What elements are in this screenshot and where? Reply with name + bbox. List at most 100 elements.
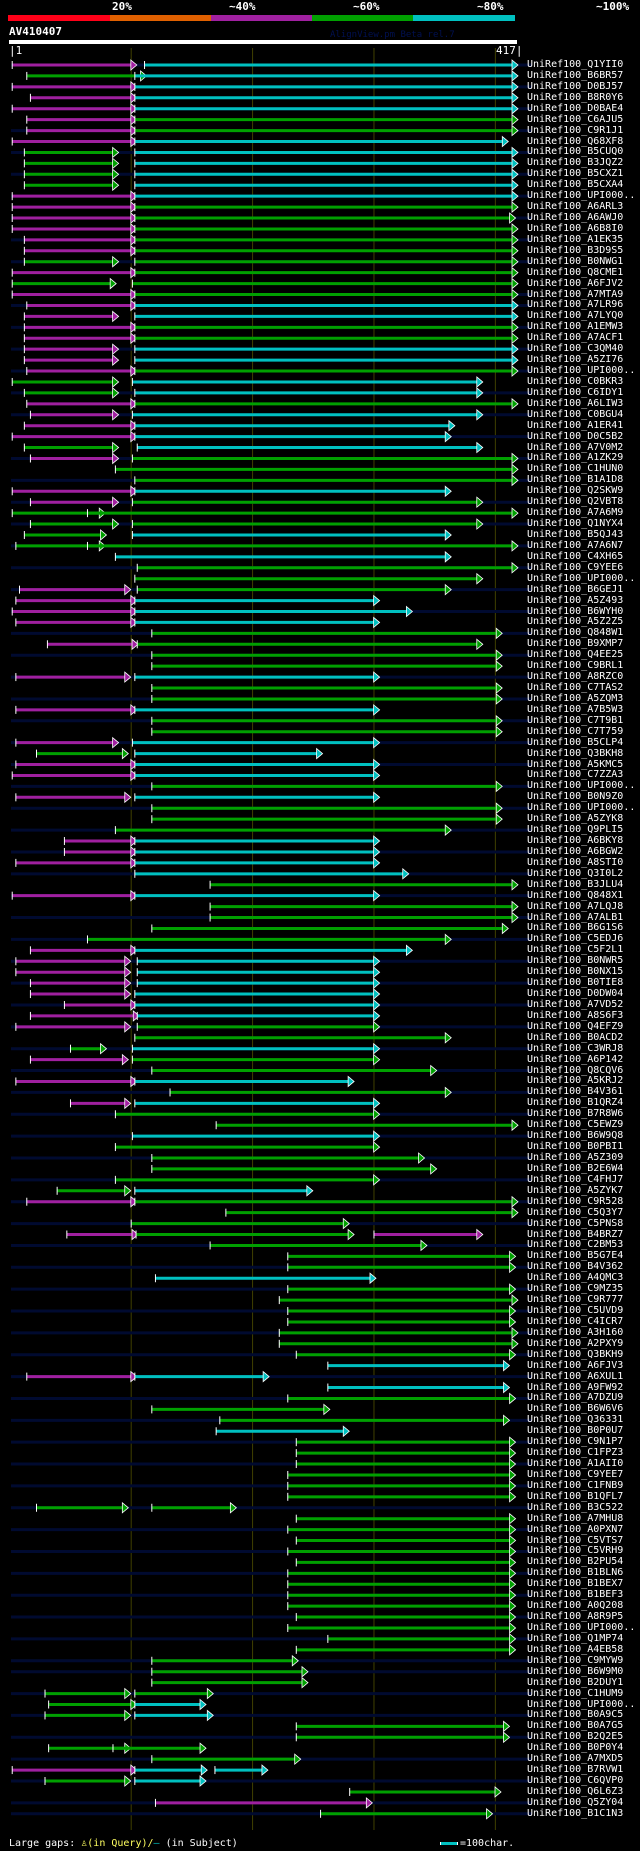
hit-label[interactable]: UniRef100_C5UVD9 bbox=[527, 1305, 624, 1317]
hit-row[interactable] bbox=[23, 354, 519, 366]
hit-label[interactable]: UniRef100_B4BRZ7 bbox=[527, 1228, 624, 1240]
hit-row[interactable] bbox=[151, 682, 503, 694]
hit-label[interactable]: UniRef100_A6AWJ0 bbox=[527, 212, 624, 224]
hit-label[interactable]: UniRef100_Q4EE25 bbox=[527, 649, 624, 661]
hit-label[interactable]: UniRef100_A8S6F3 bbox=[527, 1009, 624, 1021]
hit-label[interactable]: UniRef100_B5G7E4 bbox=[527, 1250, 624, 1262]
hit-label[interactable]: UniRef100_A7B5W3 bbox=[527, 703, 624, 715]
hit-label[interactable]: UniRef100_A8STI0 bbox=[527, 856, 624, 868]
hit-row[interactable] bbox=[295, 1512, 517, 1525]
hit-row[interactable] bbox=[11, 507, 519, 519]
hit-row[interactable] bbox=[11, 452, 532, 465]
hit-row[interactable] bbox=[287, 1622, 517, 1634]
hit-row[interactable] bbox=[11, 780, 532, 793]
hit-label[interactable]: UniRef100_A8R9P5 bbox=[527, 1611, 624, 1623]
hit-row[interactable] bbox=[11, 736, 532, 749]
hit-label[interactable]: UniRef100_Q3BKH9 bbox=[527, 1348, 624, 1360]
hit-row[interactable] bbox=[11, 408, 532, 421]
hit-label[interactable]: UniRef100_B0PBI1 bbox=[527, 1141, 624, 1153]
hit-row[interactable] bbox=[287, 1469, 517, 1481]
hit-label[interactable]: UniRef100_Q2SKW9 bbox=[527, 485, 624, 497]
hit-row[interactable] bbox=[35, 747, 324, 760]
hit-row[interactable] bbox=[287, 1578, 517, 1591]
hit-label[interactable]: UniRef100_Q1YII0 bbox=[527, 59, 624, 70]
hit-row[interactable] bbox=[11, 430, 532, 443]
hit-label[interactable]: UniRef100_B5QJ43 bbox=[527, 528, 624, 540]
hit-row[interactable] bbox=[15, 857, 381, 869]
hit-row[interactable] bbox=[215, 1425, 350, 1438]
hit-label[interactable]: UniRef100_D0C5B2 bbox=[527, 430, 624, 442]
hit-label[interactable]: UniRef100_A2PXY9 bbox=[527, 1337, 624, 1349]
hit-label[interactable]: UniRef100_A5Z2Z5 bbox=[527, 616, 624, 628]
hit-row[interactable] bbox=[151, 922, 509, 935]
hit-label[interactable]: UniRef100_C3WRJ8 bbox=[527, 1042, 624, 1054]
hit-label[interactable]: UniRef100_C7T9B1 bbox=[527, 714, 624, 726]
hit-row[interactable] bbox=[11, 1797, 532, 1809]
hit-row[interactable] bbox=[11, 266, 519, 279]
hit-row[interactable] bbox=[11, 605, 532, 618]
hit-label[interactable]: UniRef100_B2E6W4 bbox=[527, 1162, 624, 1174]
hit-row[interactable] bbox=[11, 255, 532, 268]
hit-row[interactable] bbox=[29, 944, 414, 957]
hit-row[interactable] bbox=[11, 135, 509, 148]
hit-row[interactable] bbox=[11, 1687, 532, 1700]
hit-label[interactable]: UniRef100_B0N9Z0 bbox=[527, 791, 624, 803]
hit-label[interactable]: UniRef100_B1BEF3 bbox=[527, 1589, 624, 1601]
hit-row[interactable] bbox=[11, 693, 532, 705]
hit-row[interactable] bbox=[295, 1534, 517, 1547]
hit-label[interactable]: UniRef100_A1EK35 bbox=[527, 233, 624, 245]
hit-row[interactable] bbox=[11, 365, 532, 377]
hit-row[interactable] bbox=[23, 441, 484, 454]
hit-row[interactable] bbox=[63, 835, 381, 847]
hit-row[interactable] bbox=[11, 540, 532, 552]
hit-row[interactable] bbox=[11, 1217, 532, 1230]
hit-label[interactable]: UniRef100_B8R0Y6 bbox=[527, 91, 624, 103]
hit-row[interactable] bbox=[295, 1556, 517, 1569]
hit-row[interactable] bbox=[11, 1042, 532, 1055]
hit-row[interactable] bbox=[11, 1501, 532, 1514]
hit-label[interactable]: UniRef100_A7ALB1 bbox=[527, 911, 624, 923]
hit-row[interactable] bbox=[11, 1086, 532, 1099]
hit-row[interactable] bbox=[23, 310, 519, 323]
hit-row[interactable] bbox=[11, 1108, 532, 1121]
hit-label[interactable]: UniRef100_Q4EFZ9 bbox=[527, 1020, 624, 1032]
hit-label[interactable]: UniRef100_A6P142 bbox=[527, 1053, 624, 1065]
hit-row[interactable] bbox=[295, 1447, 517, 1459]
hit-row[interactable] bbox=[11, 1589, 532, 1602]
hit-row[interactable] bbox=[11, 1348, 532, 1361]
hit-label[interactable]: UniRef100_B5CLP4 bbox=[527, 736, 624, 748]
hit-label[interactable]: UniRef100_C6QVP0 bbox=[527, 1775, 624, 1786]
hit-label[interactable]: UniRef100_C1HUN0 bbox=[527, 463, 624, 475]
hit-row[interactable] bbox=[15, 704, 381, 716]
hit-label[interactable]: UniRef100_Q2VBT8 bbox=[527, 496, 624, 508]
hit-row[interactable] bbox=[11, 846, 532, 858]
hit-row[interactable] bbox=[278, 1337, 519, 1350]
hit-label[interactable]: UniRef100_A4EB58 bbox=[527, 1643, 624, 1655]
hit-row[interactable] bbox=[26, 113, 519, 126]
hit-label[interactable]: UniRef100_C2BM53 bbox=[527, 1239, 624, 1251]
hit-row[interactable] bbox=[11, 288, 532, 301]
hit-row[interactable] bbox=[209, 878, 519, 891]
hit-row[interactable] bbox=[11, 1775, 532, 1787]
hit-label[interactable]: UniRef100_Q3I0L2 bbox=[527, 867, 624, 879]
hit-label[interactable]: UniRef100_Q1NYX4 bbox=[527, 518, 624, 530]
hit-row[interactable] bbox=[11, 496, 532, 509]
hit-row[interactable] bbox=[11, 234, 532, 246]
hit-label[interactable]: UniRef100_A1AII0 bbox=[527, 1458, 624, 1470]
hit-label[interactable]: UniRef100_B3JQZ2 bbox=[527, 157, 624, 169]
hit-row[interactable] bbox=[26, 397, 519, 410]
hit-label[interactable]: UniRef100_UPI000.. bbox=[527, 190, 636, 202]
hit-label[interactable]: UniRef100_B0P0Y4 bbox=[527, 1742, 624, 1754]
hit-row[interactable] bbox=[11, 474, 532, 487]
hit-label[interactable]: UniRef100_C9YEE6 bbox=[527, 561, 624, 573]
hit-label[interactable]: UniRef100_B2PU54 bbox=[527, 1556, 624, 1568]
hit-label[interactable]: UniRef100_A6BGW2 bbox=[527, 845, 624, 857]
hit-label[interactable]: UniRef100_B0NX15 bbox=[527, 966, 624, 978]
hit-row[interactable] bbox=[287, 1250, 517, 1263]
hit-row[interactable] bbox=[11, 561, 532, 574]
hit-row[interactable] bbox=[11, 1807, 532, 1820]
hit-row[interactable] bbox=[11, 802, 532, 815]
hit-row[interactable] bbox=[114, 463, 519, 476]
hit-row[interactable] bbox=[11, 1709, 532, 1722]
hit-label[interactable]: UniRef100_C1FPZ3 bbox=[527, 1447, 624, 1459]
